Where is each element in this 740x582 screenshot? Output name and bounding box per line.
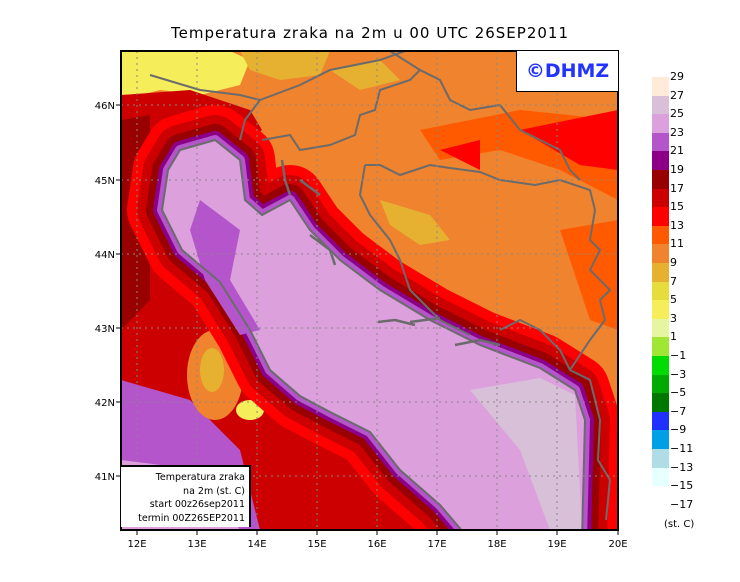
lon-tick-label: 18E [487, 539, 506, 550]
legend-label: 5 [670, 293, 677, 307]
lat-tick-label: 45N [95, 176, 115, 187]
legend-label: −7 [670, 404, 687, 418]
legend-swatch [652, 467, 669, 487]
warm-sea-strip [470, 378, 582, 530]
legend-swatch [652, 225, 669, 245]
temperature-band [190, 200, 260, 335]
legend-label: 25 [670, 107, 684, 121]
axis-ticks: 12E 13E 14E 15E 16E 17E 18E 19E 20E 46N 45N 44N 43N 4… [95, 101, 628, 550]
lon-tick-label: 20E [608, 539, 627, 550]
lat-tick-label: 43N [95, 324, 115, 335]
legend-swatch [652, 207, 669, 227]
legend-label: −1 [670, 349, 687, 362]
sea-core [162, 140, 585, 530]
legend-label: 29 [670, 70, 684, 83]
patch-north [240, 51, 330, 80]
legend-label: 1 [670, 330, 677, 344]
legend-label: −3 [670, 367, 687, 381]
legend-swatch [652, 244, 669, 264]
legend-swatch [652, 449, 669, 469]
lat-tick-label: 42N [95, 398, 115, 409]
legend-swatch [652, 170, 669, 190]
legend-swatch [652, 95, 669, 115]
map-frame [120, 50, 619, 531]
lon-tick-label: 12E [127, 539, 146, 550]
patch [440, 140, 480, 170]
legend-label: −17 [670, 497, 694, 511]
lon-tick-label: 13E [187, 539, 206, 550]
legend-label: 13 [670, 218, 684, 232]
coastline [160, 138, 587, 530]
islands [280, 159, 501, 347]
info-line: start 00z26sep2011 [149, 499, 245, 511]
info-line: na 2m (st. C) [183, 485, 245, 497]
legend-swatch [652, 393, 669, 413]
legend-swatch [652, 151, 669, 171]
lat-tick-label: 46N [95, 101, 115, 112]
legend-label: 21 [670, 144, 684, 158]
legend-label: −15 [670, 479, 694, 493]
legend-swatch [652, 430, 669, 450]
legend-swatch [652, 356, 669, 376]
patch [520, 110, 618, 170]
legend-swatch [652, 374, 669, 394]
legend-label: 3 [670, 311, 677, 325]
legend-label: 7 [670, 274, 677, 288]
legend-swatch [652, 318, 669, 338]
borders [149, 51, 612, 521]
lon-tick-label: 19E [547, 539, 566, 550]
lon-tick-label: 15E [307, 539, 326, 550]
lat-tick-label: 44N [95, 250, 115, 261]
legend-swatch [652, 77, 669, 97]
lon-tick-label: 17E [427, 539, 446, 550]
legend-swatch [652, 132, 669, 152]
map-title: Temperatura zraka na 2m u 00 UTC 26SEP20… [170, 24, 570, 42]
info-box: Temperatura zraka na 2m (st. C) start 00… [121, 465, 251, 527]
dhmz-watermark: ©DHMZ [516, 51, 618, 92]
legend-label: 9 [670, 256, 677, 269]
patch [560, 220, 618, 330]
legend-swatch [652, 281, 669, 301]
patch [200, 348, 224, 392]
lat-tick-label: 41N [95, 472, 115, 483]
info-line: Temperatura zraka [155, 472, 245, 483]
legend-swatch [652, 114, 669, 134]
legend-label: −9 [670, 423, 687, 437]
legend-label: −11 [670, 442, 694, 455]
warm-patch-northwest [121, 51, 250, 100]
lon-tick-label: 14E [247, 539, 266, 550]
legend-label: 27 [670, 88, 684, 102]
graticule [121, 51, 618, 530]
legend-label: 19 [670, 163, 684, 176]
legend-label: 15 [670, 200, 684, 214]
legend-swatch [652, 188, 669, 208]
legend-unit: (st. C) [664, 519, 695, 530]
legend-swatch [652, 486, 669, 506]
legend-label: −5 [670, 386, 687, 400]
legend-swatch [652, 411, 669, 431]
legend-label: −13 [670, 460, 694, 474]
info-line: termin 00Z26SEP2011 [138, 512, 245, 524]
legend-swatch [652, 263, 669, 283]
lon-tick-label: 16E [367, 539, 386, 550]
patch [380, 200, 450, 245]
legend-label: 17 [670, 181, 684, 195]
legend-label: 11 [670, 237, 684, 251]
legend-swatch [652, 337, 669, 357]
legend-label: 23 [670, 125, 684, 139]
legend-swatch [652, 300, 669, 320]
